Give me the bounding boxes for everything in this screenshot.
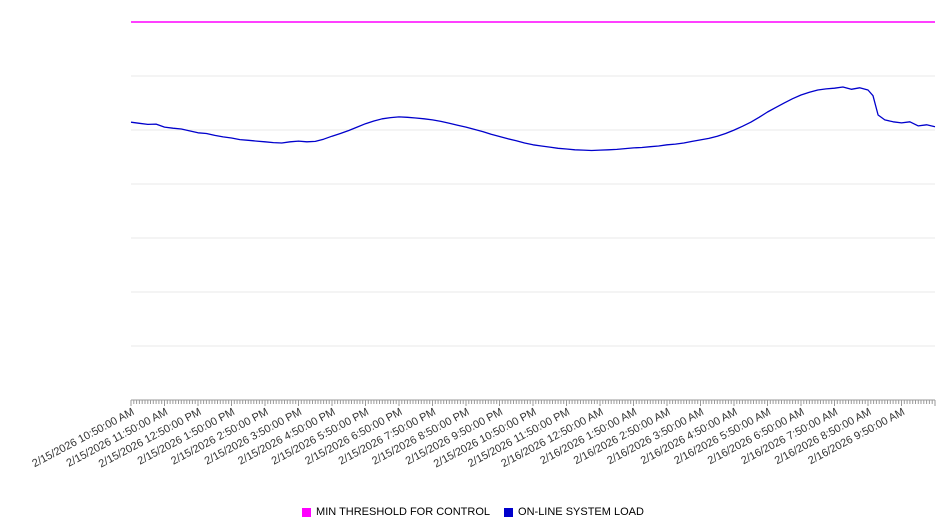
load-line xyxy=(130,86,936,152)
chart-legend: MIN THRESHOLD FOR CONTROL ON-LINE SYSTEM… xyxy=(0,506,946,518)
legend-item-threshold: MIN THRESHOLD FOR CONTROL xyxy=(302,506,490,518)
legend-item-load: ON-LINE SYSTEM LOAD xyxy=(504,506,644,518)
axis-ticks xyxy=(130,400,936,406)
legend-swatch-load xyxy=(504,507,514,517)
legend-label-load: ON-LINE SYSTEM LOAD xyxy=(518,506,644,518)
legend-label-threshold: MIN THRESHOLD FOR CONTROL xyxy=(316,506,491,518)
legend-swatch-threshold xyxy=(302,507,312,517)
